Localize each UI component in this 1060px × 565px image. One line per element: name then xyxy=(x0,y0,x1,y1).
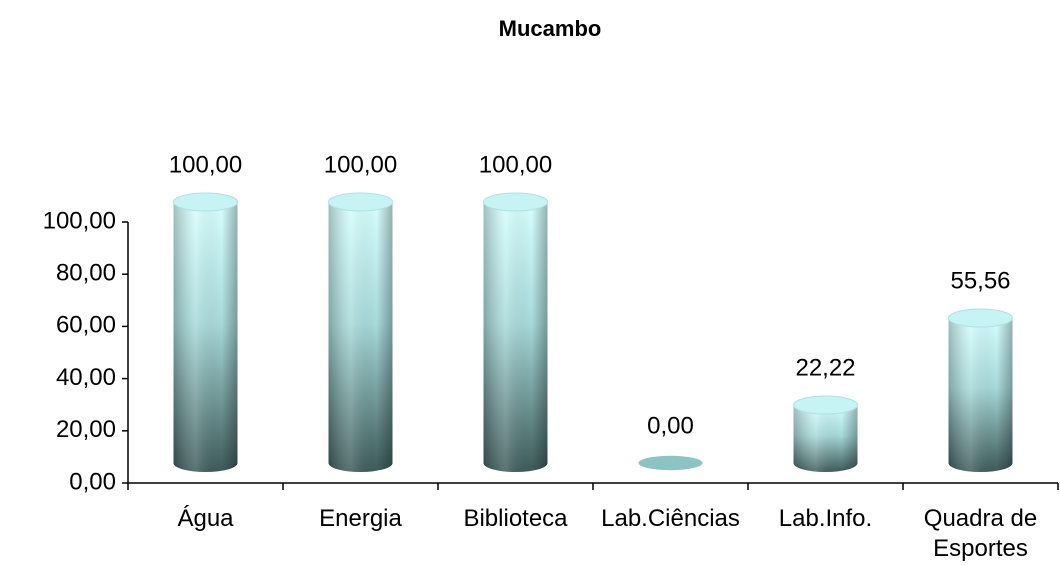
x-tick-label: Quadra de Esportes xyxy=(923,505,1038,562)
x-tick-label: Lab.Ciências xyxy=(601,505,740,532)
bar-part xyxy=(483,202,548,473)
y-tick-label: 40,00 xyxy=(56,364,116,391)
value-label: 55,56 xyxy=(950,267,1010,294)
bar xyxy=(173,192,238,473)
bar xyxy=(328,192,393,473)
bar-part xyxy=(948,308,1013,328)
x-tick-label: Lab.Info. xyxy=(778,505,873,532)
y-tick-label: 60,00 xyxy=(56,312,116,339)
y-tick-label: 80,00 xyxy=(56,260,116,287)
bar-part xyxy=(173,202,238,473)
x-tick-label: Biblioteca xyxy=(463,505,568,532)
x-tick-label: Energia xyxy=(319,505,402,532)
value-label: 0,00 xyxy=(647,412,694,439)
x-tick-label: Água xyxy=(177,505,234,532)
bar-part xyxy=(638,455,703,471)
bar-part xyxy=(793,395,858,415)
y-tick-label: 100,00 xyxy=(43,207,116,234)
bar xyxy=(793,395,858,473)
bar-part xyxy=(328,202,393,473)
bar-part xyxy=(328,192,393,212)
y-tick-label: 0,00 xyxy=(69,468,116,495)
bar-part xyxy=(173,192,238,212)
chart-title: Mucambo xyxy=(499,16,602,41)
value-label: 100,00 xyxy=(479,151,552,178)
value-label: 100,00 xyxy=(169,151,242,178)
bar-part xyxy=(483,192,548,212)
y-tick-label: 20,00 xyxy=(56,416,116,443)
bar-part xyxy=(793,405,858,473)
bar xyxy=(483,192,548,473)
bar xyxy=(948,308,1013,473)
value-label: 100,00 xyxy=(324,151,397,178)
bar-part xyxy=(948,317,1013,473)
value-label: 22,22 xyxy=(795,354,855,381)
bar xyxy=(638,455,703,471)
